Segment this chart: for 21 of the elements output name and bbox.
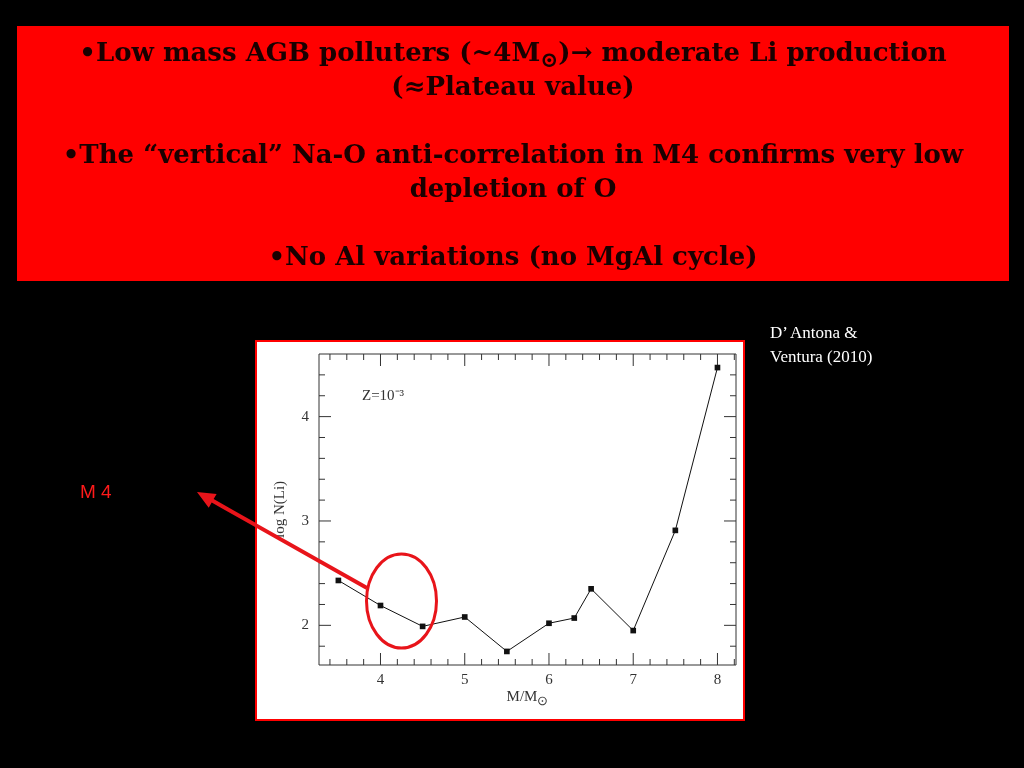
text: •The “vertical” Na-O anti-correlation in M4 confirms very low depletion of O [61,138,965,205]
annotation: Z=10⁻³ [362,386,405,404]
y-tick-label: 4 [301,407,310,424]
text: D’ Antona & Ventura (2010) [770,322,874,368]
x-tick-label: 8 [713,670,722,687]
point [588,585,594,592]
point [571,615,578,621]
point [461,614,468,620]
text: M 4 [80,481,112,503]
point [504,648,510,655]
text: •Low mass AGB polluters (~4M$_{⊙}$)→ moderate Li production (≈Plateau value) [78,36,948,103]
y-tick-label: 3 [301,511,309,528]
x-tick-label: 4 [376,670,385,687]
text: •No Al variations (no MgAl cycle) [267,240,759,273]
y-tick-label: 2 [301,616,309,633]
x-tick-label: 5 [460,670,469,687]
point [630,627,637,634]
x-axis-title: M/M$_{⊙}$ [505,687,550,710]
x-tick-label: 6 [545,670,554,687]
point [546,620,552,627]
x-tick-label: 7 [629,670,638,687]
